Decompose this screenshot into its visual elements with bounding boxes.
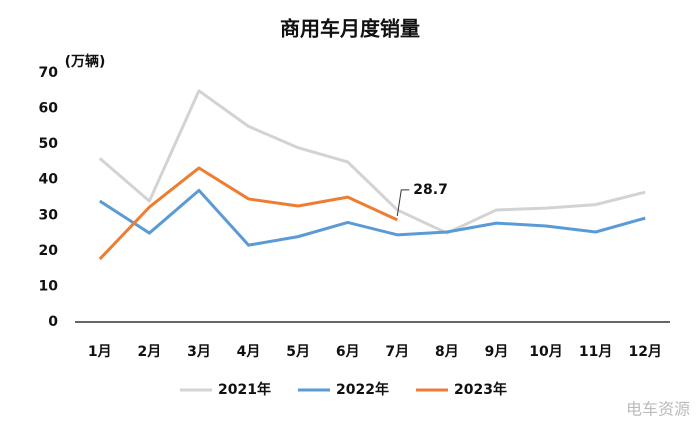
x-tick-label: 10月	[529, 344, 562, 360]
legend-label: 2022年	[336, 381, 389, 398]
y-axis-label: (万辆)	[65, 53, 106, 70]
annotation-leader	[396, 189, 410, 216]
x-tick-label: 6月	[336, 344, 360, 360]
legend-label: 2023年	[454, 381, 507, 398]
series-line	[98, 166, 398, 261]
x-tick-label: 5月	[286, 344, 310, 360]
y-tick-label: 30	[39, 207, 59, 223]
series-line	[98, 89, 646, 235]
legend-label: 2021年	[218, 381, 271, 398]
x-tick-label: 11月	[579, 344, 612, 360]
chart-title: 商用车月度销量	[280, 17, 420, 41]
x-tick-label: 3月	[187, 344, 211, 360]
watermark: 电车资源	[626, 400, 690, 419]
series-line	[98, 188, 646, 247]
x-tick-label: 2月	[138, 344, 162, 360]
y-tick-label: 20	[39, 243, 59, 259]
x-tick-label: 4月	[237, 344, 261, 360]
y-tick-label: 10	[39, 278, 59, 294]
y-tick-label: 50	[39, 136, 59, 152]
y-tick-label: 70	[39, 65, 59, 81]
y-tick-label: 40	[39, 172, 59, 188]
x-tick-label: 8月	[435, 344, 459, 360]
x-tick-label: 9月	[485, 344, 509, 360]
annotation: 28.7	[413, 182, 448, 198]
x-tick-label: 1月	[88, 344, 112, 360]
y-tick-label: 0	[48, 314, 58, 330]
y-tick-label: 60	[39, 101, 59, 117]
x-tick-label: 12月	[628, 344, 661, 360]
x-tick-label: 7月	[385, 344, 409, 360]
